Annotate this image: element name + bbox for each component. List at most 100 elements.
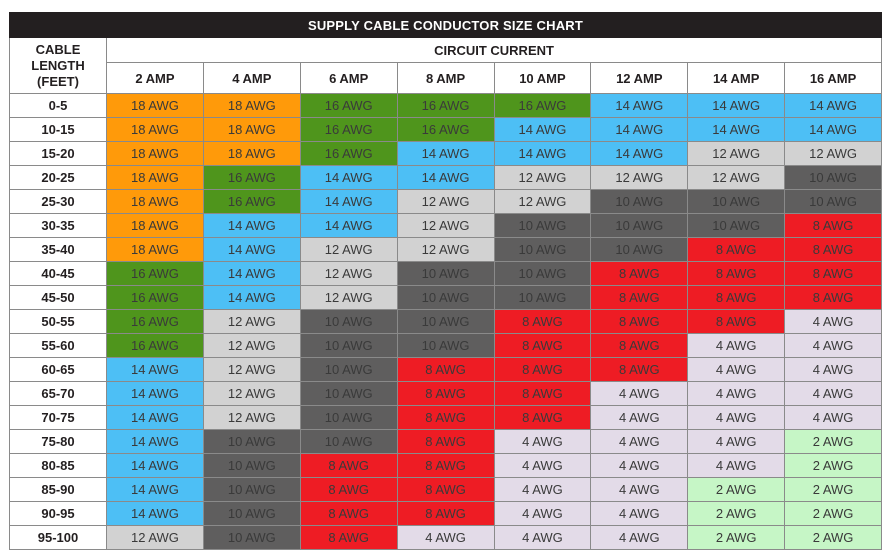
awg-cell: 16 AWG xyxy=(299,93,398,118)
awg-cell: 14 AWG xyxy=(687,117,786,142)
awg-cell: 2 AWG xyxy=(784,429,883,454)
awg-cell: 16 AWG xyxy=(106,261,204,286)
awg-cell: 10 AWG xyxy=(590,213,689,238)
awg-cell: 12 AWG xyxy=(299,261,398,286)
awg-cell: 16 AWG xyxy=(493,93,592,118)
awg-cell: 10 AWG xyxy=(299,405,398,430)
awg-cell: 14 AWG xyxy=(299,189,398,214)
awg-cell: 8 AWG xyxy=(396,405,495,430)
awg-cell: 10 AWG xyxy=(299,309,398,334)
cable-length-cell: 50-55 xyxy=(9,309,107,334)
awg-cell: 16 AWG xyxy=(202,189,301,214)
size-chart-table: SUPPLY CABLE CONDUCTOR SIZE CHART CABLE … xyxy=(8,12,883,550)
table-row: 65-70 14 AWG 12 AWG 10 AWG 8 AWG 8 AWG 4 AWG 4 … xyxy=(9,381,883,406)
corner-line-1: CABLE xyxy=(35,41,81,57)
awg-cell: 4 AWG xyxy=(784,309,883,334)
awg-cell: 14 AWG xyxy=(784,117,883,142)
cable-size-chart: SUPPLY CABLE CONDUCTOR SIZE CHART CABLE … xyxy=(8,12,883,550)
awg-cell: 4 AWG xyxy=(590,525,689,550)
awg-cell: 2 AWG xyxy=(687,501,786,526)
awg-cell: 10 AWG xyxy=(493,237,592,262)
awg-cell: 8 AWG xyxy=(396,429,495,454)
awg-cell: 14 AWG xyxy=(299,213,398,238)
awg-cell: 4 AWG xyxy=(493,525,592,550)
corner-line-2: LENGTH xyxy=(31,57,85,73)
cable-length-cell: 85-90 xyxy=(9,477,107,502)
table-row: 75-80 14 AWG 10 AWG 10 AWG 8 AWG 4 AWG 4 AWG 4 … xyxy=(9,429,883,454)
awg-cell: 8 AWG xyxy=(687,309,786,334)
awg-cell: 4 AWG xyxy=(493,501,592,526)
table-row: 50-55 16 AWG 12 AWG 10 AWG 10 AWG 8 AWG 8 AWG 8… xyxy=(9,309,883,334)
awg-cell: 14 AWG xyxy=(106,381,204,406)
table-row: 90-95 14 AWG 10 AWG 8 AWG 8 AWG 4 AWG 4 AWG 2 A… xyxy=(9,501,883,526)
cable-length-cell: 65-70 xyxy=(9,381,107,406)
awg-cell: 4 AWG xyxy=(493,429,592,454)
awg-cell: 10 AWG xyxy=(784,189,883,214)
awg-cell: 8 AWG xyxy=(493,381,592,406)
table-row: 55-60 16 AWG 12 AWG 10 AWG 10 AWG 8 AWG 8 AWG 4… xyxy=(9,333,883,358)
awg-cell: 8 AWG xyxy=(687,285,786,310)
awg-cell: 16 AWG xyxy=(299,141,398,166)
amp-header-8-amp: 8 AMP xyxy=(396,62,495,94)
awg-cell: 14 AWG xyxy=(106,429,204,454)
table-row: 0-5 18 AWG 18 AWG 16 AWG 16 AWG 16 AWG 14 AWG 1… xyxy=(9,93,883,118)
awg-cell: 12 AWG xyxy=(202,309,301,334)
awg-cell: 8 AWG xyxy=(590,285,689,310)
awg-cell: 18 AWG xyxy=(106,165,204,190)
awg-cell: 14 AWG xyxy=(396,165,495,190)
awg-cell: 12 AWG xyxy=(202,381,301,406)
table-row: 40-45 16 AWG 14 AWG 12 AWG 10 AWG 10 AWG 8 AWG… xyxy=(9,261,883,286)
awg-cell: 10 AWG xyxy=(784,165,883,190)
chart-title: SUPPLY CABLE CONDUCTOR SIZE CHART xyxy=(8,12,883,38)
awg-cell: 14 AWG xyxy=(493,141,592,166)
awg-cell: 14 AWG xyxy=(299,165,398,190)
cable-length-header: CABLE LENGTH (FEET) xyxy=(9,37,107,94)
cable-length-cell: 55-60 xyxy=(9,333,107,358)
cable-length-cell: 90-95 xyxy=(9,501,107,526)
awg-cell: 8 AWG xyxy=(493,405,592,430)
awg-cell: 18 AWG xyxy=(106,117,204,142)
awg-cell: 12 AWG xyxy=(784,141,883,166)
awg-cell: 2 AWG xyxy=(784,501,883,526)
awg-cell: 12 AWG xyxy=(687,141,786,166)
cable-length-cell: 70-75 xyxy=(9,405,107,430)
awg-cell: 10 AWG xyxy=(396,285,495,310)
awg-cell: 4 AWG xyxy=(784,405,883,430)
circuit-current-header: CIRCUIT CURRENT xyxy=(105,37,883,63)
awg-cell: 4 AWG xyxy=(687,453,786,478)
awg-cell: 12 AWG xyxy=(202,333,301,358)
awg-cell: 8 AWG xyxy=(590,261,689,286)
awg-cell: 8 AWG xyxy=(590,357,689,382)
table-row: 25-30 18 AWG 16 AWG 14 AWG 12 AWG 12 AWG 10 AW… xyxy=(9,189,883,214)
awg-cell: 2 AWG xyxy=(784,477,883,502)
awg-cell: 14 AWG xyxy=(106,501,204,526)
awg-cell: 12 AWG xyxy=(396,189,495,214)
awg-cell: 8 AWG xyxy=(784,237,883,262)
awg-cell: 8 AWG xyxy=(784,261,883,286)
awg-cell: 18 AWG xyxy=(106,93,204,118)
awg-cell: 10 AWG xyxy=(493,261,592,286)
awg-cell: 10 AWG xyxy=(687,189,786,214)
awg-cell: 14 AWG xyxy=(687,93,786,118)
awg-cell: 10 AWG xyxy=(299,333,398,358)
awg-cell: 10 AWG xyxy=(590,189,689,214)
table-row: 15-20 18 AWG 18 AWG 16 AWG 14 AWG 14 AWG 14 AW… xyxy=(9,141,883,166)
amp-header-2-amp: 2 AMP xyxy=(106,62,204,94)
awg-cell: 10 AWG xyxy=(493,213,592,238)
awg-cell: 10 AWG xyxy=(202,453,301,478)
awg-cell: 8 AWG xyxy=(396,381,495,406)
amp-header-12-amp: 12 AMP xyxy=(590,62,689,94)
corner-line-3: (FEET) xyxy=(37,73,79,89)
awg-cell: 12 AWG xyxy=(202,405,301,430)
awg-cell: 14 AWG xyxy=(590,93,689,118)
amp-header-14-amp: 14 AMP xyxy=(687,62,786,94)
awg-cell: 8 AWG xyxy=(299,525,398,550)
awg-cell: 18 AWG xyxy=(106,141,204,166)
awg-cell: 12 AWG xyxy=(493,165,592,190)
awg-cell: 4 AWG xyxy=(784,381,883,406)
awg-cell: 4 AWG xyxy=(687,357,786,382)
awg-cell: 8 AWG xyxy=(687,261,786,286)
awg-cell: 14 AWG xyxy=(396,141,495,166)
awg-cell: 8 AWG xyxy=(396,501,495,526)
awg-cell: 16 AWG xyxy=(106,309,204,334)
